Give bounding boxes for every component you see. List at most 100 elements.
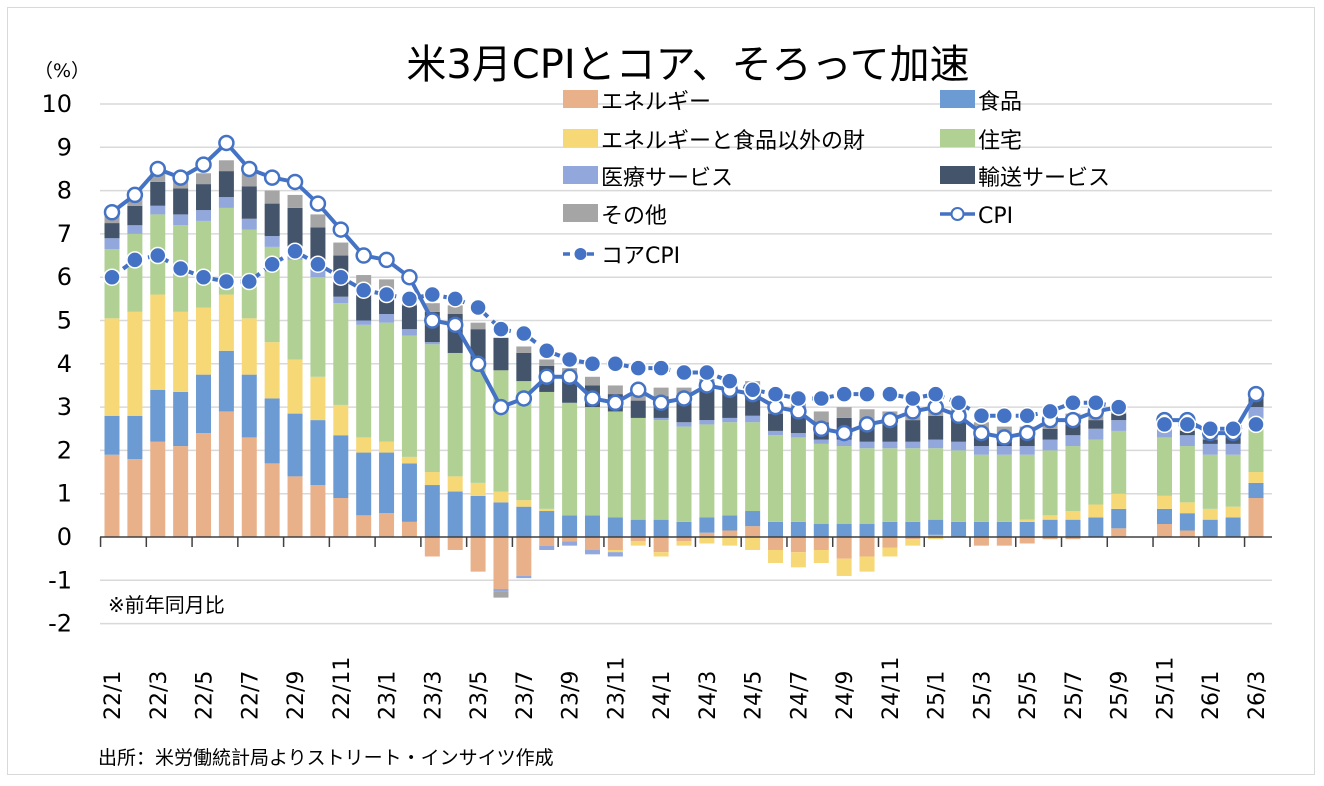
core-cpi-point xyxy=(721,372,739,390)
core-cpi-point xyxy=(263,255,281,273)
bar-segment xyxy=(928,537,944,540)
core-cpi-point xyxy=(217,272,236,291)
bar-segment xyxy=(1065,435,1081,447)
bar-segment xyxy=(493,591,509,598)
core-cpi-point xyxy=(1087,394,1105,412)
bar-segment xyxy=(1088,504,1104,518)
legend-label: 食品 xyxy=(978,90,1022,115)
core-cpi-point xyxy=(1155,415,1174,434)
legend-item: コアCPI xyxy=(563,244,680,269)
bar-segment xyxy=(333,498,349,537)
bar-segment xyxy=(859,441,875,449)
bar-segment xyxy=(1202,508,1218,520)
bar-segment xyxy=(401,305,417,330)
bar-segment xyxy=(493,588,509,592)
cpi-point xyxy=(401,268,418,286)
bar-segment xyxy=(196,307,212,375)
x-tick-label: 25/7 xyxy=(1062,671,1087,720)
bar-segment xyxy=(401,329,417,336)
core-cpi-point xyxy=(1109,398,1128,416)
bar-segment xyxy=(356,437,372,453)
bar-segment xyxy=(1156,495,1172,509)
core-cpi-point xyxy=(652,359,670,377)
bar-segment xyxy=(196,173,212,185)
bar-segment xyxy=(287,413,303,477)
y-tick-label: 1 xyxy=(57,480,72,508)
core-cpi-point xyxy=(194,268,213,286)
bar-segment xyxy=(379,452,395,514)
core-cpi-point xyxy=(675,363,693,382)
core-cpi-point xyxy=(309,255,327,273)
bar-segment xyxy=(722,537,738,546)
bar-segment xyxy=(1111,430,1127,494)
bar-segment xyxy=(607,537,623,550)
cpi-point xyxy=(446,316,464,334)
bar-segment xyxy=(836,407,852,418)
core-cpi-point xyxy=(1224,420,1242,438)
bar-segment xyxy=(310,277,326,377)
bar-segment xyxy=(722,417,738,423)
legend-swatch xyxy=(940,129,975,147)
y-tick-label: -1 xyxy=(48,566,72,594)
bar-segment xyxy=(584,537,600,550)
x-tick-label: 22/11 xyxy=(330,657,355,720)
core-cpi-point xyxy=(240,272,259,291)
bar-segment xyxy=(127,225,143,234)
cpi-point xyxy=(607,394,624,412)
bar-segment xyxy=(447,491,463,537)
bar-segment xyxy=(218,294,234,351)
bar-segment xyxy=(1088,439,1104,505)
bar-segment xyxy=(973,446,989,455)
bar-segment xyxy=(745,526,761,537)
bar-segment xyxy=(768,435,784,522)
bar-segment xyxy=(1202,443,1218,455)
chart-note: ※前年同月比 xyxy=(108,593,225,617)
bar-segment xyxy=(104,415,120,455)
bar-segment xyxy=(1225,443,1241,455)
bar-segment xyxy=(516,500,532,507)
cpi-point xyxy=(263,169,281,186)
bar-segment xyxy=(630,541,646,546)
core-cpi-point xyxy=(743,381,762,399)
bar-segment xyxy=(699,537,715,544)
legend-item: CPI xyxy=(940,204,1013,229)
legend-label: 医療サービス xyxy=(601,166,733,191)
bar-segment xyxy=(882,448,898,522)
bar-segment xyxy=(699,517,715,533)
cpi-point xyxy=(538,368,555,386)
cpi-point xyxy=(881,411,899,429)
bar-segment xyxy=(470,537,486,572)
cpi-point xyxy=(1247,385,1265,403)
bar-segment xyxy=(379,314,395,323)
bar-segment xyxy=(241,186,257,219)
bar-segment xyxy=(173,311,189,392)
bar-segment xyxy=(150,181,166,206)
core-cpi-point xyxy=(1041,402,1059,421)
bar-segment xyxy=(790,552,806,568)
bar-segment xyxy=(607,549,623,553)
cpi-point xyxy=(378,251,395,269)
core-cpi-point xyxy=(286,242,304,260)
x-tick-label: 24/7 xyxy=(787,671,812,720)
bar-segment xyxy=(424,485,440,537)
bar-segment xyxy=(173,391,189,447)
legend-marker xyxy=(950,207,965,221)
bar-segment xyxy=(1179,446,1195,503)
core-cpi-point xyxy=(126,251,144,269)
bar-segment xyxy=(310,214,326,228)
bar-segment xyxy=(539,391,555,509)
bar-segment xyxy=(722,530,738,537)
bar-segment xyxy=(447,476,463,492)
bar-segment xyxy=(607,411,623,518)
core-cpi-point xyxy=(766,385,785,403)
x-tick-label: 22/5 xyxy=(193,671,218,720)
bar-segment xyxy=(401,335,417,457)
bar-segment xyxy=(699,424,715,518)
bar-segment xyxy=(1042,537,1058,540)
bar-segment xyxy=(882,547,898,557)
bar-segment xyxy=(539,511,555,537)
bar-segment xyxy=(745,415,761,423)
bar-segment xyxy=(287,259,303,360)
bar-segment xyxy=(127,311,143,416)
